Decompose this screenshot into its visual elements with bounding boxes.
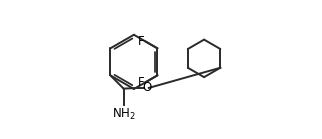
Text: F: F — [138, 35, 145, 48]
Text: O: O — [142, 81, 151, 94]
Text: NH$_2$: NH$_2$ — [112, 107, 136, 122]
Text: F: F — [138, 76, 145, 89]
